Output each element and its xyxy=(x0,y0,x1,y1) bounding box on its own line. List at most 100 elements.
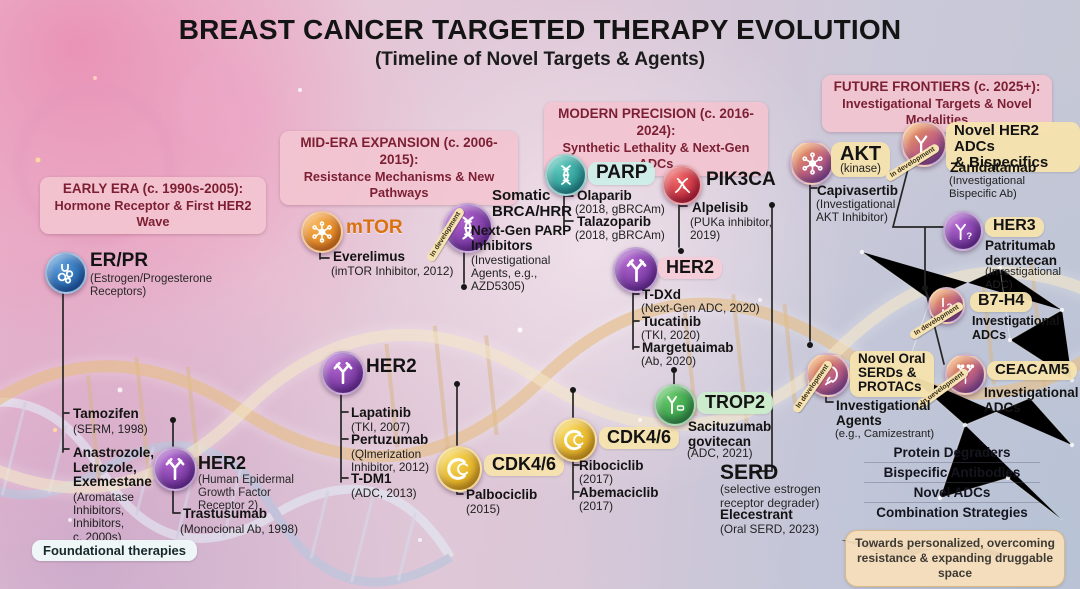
cdk46-modern-node-circle xyxy=(553,418,597,462)
modality-separator xyxy=(864,502,1040,503)
trastuzumab-sub: (Monocional Ab, 1998) xyxy=(180,522,299,536)
era-mid-line2: Resistance Mechanisms & New Pathways xyxy=(303,168,495,200)
erpr-label: ER/PR xyxy=(90,250,149,271)
margetuximab-sub: (Ab, 2020) xyxy=(641,354,697,368)
serds-protacs-drug-sub: (e.g., Camizestrant) xyxy=(835,428,935,440)
era-future-line1: FUTURE FRONTIERS (c. 2025+): xyxy=(833,79,1041,94)
trop2-label: TROP2 xyxy=(697,392,774,414)
everolimus-name: Everelimus xyxy=(333,249,406,264)
pik3ca-node-circle xyxy=(662,165,702,205)
tucatinib-name: Tucatinib xyxy=(642,314,701,329)
molecule-icon xyxy=(801,151,823,175)
pik3ca-label: PIK3CA xyxy=(706,169,776,190)
patritumab-name: Patritumab deruxtecan xyxy=(985,238,1058,268)
elacestrant-sub: (Oral SERD, 2023) xyxy=(720,522,819,536)
tucatinib-sub: (TKI, 2020) xyxy=(641,328,701,342)
serd-label: SERD xyxy=(720,461,779,484)
palbociclib-name: Palbociclib xyxy=(466,487,538,502)
talazoparib-name: Talazoparib xyxy=(577,214,652,229)
sacituzumab-name: Sacituzumab govitecan xyxy=(688,419,772,449)
zanidatamab-name: Zanidatamab xyxy=(950,159,1037,175)
tdm1-name: T-DM1 xyxy=(351,471,392,486)
antibody-icon xyxy=(626,258,646,282)
era-modern-line1: MODERN PRECISION (c. 2016-2024): xyxy=(558,106,754,138)
trastuzumab-name: Trastusumab xyxy=(183,506,268,521)
antibody-question-icon: ? xyxy=(954,223,972,242)
capivasertib-name: Capivasertib xyxy=(817,183,899,198)
ribociclib-sub: (2017) xyxy=(579,472,614,486)
her3-label: HER3 xyxy=(985,217,1044,237)
abemaciclib-name: Abemaciclib xyxy=(579,485,659,500)
era-modern-line2: Synthetic Lethality & Next-Gen ADCs xyxy=(562,139,750,171)
brca-drug-sub: (Investigational Agents, e.g., AZD5305) xyxy=(471,253,551,294)
her2-modern-label: HER2 xyxy=(658,257,723,279)
her2-modern-node-circle xyxy=(613,247,659,293)
novel-her2-label: Novel HER2 ADCs & Bispecifics xyxy=(946,122,1080,173)
her2-early-label: HER2 xyxy=(198,453,247,473)
ceacam5-text: Investigational ADCs xyxy=(984,385,1079,415)
dna-strand-icon xyxy=(674,177,690,193)
modality-protein-degraders: Protein Degraders xyxy=(893,445,1011,460)
akt-label-pill: AKT (kinase) xyxy=(831,142,891,177)
palbociclib-sub: (2015) xyxy=(466,502,501,516)
cdk46-mid-label: CDK4/6 xyxy=(484,454,565,476)
cdk-cycle-icon xyxy=(564,429,584,451)
elacestrant-name: Elecestrant xyxy=(720,507,793,522)
svg-text:?: ? xyxy=(966,231,972,242)
tdxd-sub: (Next-Gen ADC, 2020) xyxy=(641,301,760,315)
mtor-node-circle xyxy=(301,211,343,253)
receptor-icon xyxy=(57,264,74,284)
modality-combination-strategies: Combination Strategies xyxy=(876,505,1028,520)
akt-sublabel: (kinase) xyxy=(840,163,881,175)
serd-sublabel: (selective estrogen receptor degrader) xyxy=(720,482,821,510)
trop2-node-circle xyxy=(654,384,696,426)
tamoxifen-name: Tamozifen xyxy=(73,406,139,421)
page-subtitle: (Timeline of Novel Targets & Agents) xyxy=(374,49,706,70)
serds-protacs-label: Novel Oral SERDs & PROTACs xyxy=(850,351,934,397)
tamoxifen-sub: (SERM, 1998) xyxy=(73,422,148,436)
abemaciclib-sub: (2017) xyxy=(579,499,614,513)
ribociclib-name: Ribociclib xyxy=(579,458,644,473)
modality-novel-adcs: Novel ADCs xyxy=(913,485,991,500)
antibody-icon xyxy=(333,361,353,385)
molecule-icon xyxy=(312,221,332,243)
page-title: BREAST CANCER TARGETED THERAPY EVOLUTION xyxy=(178,14,902,45)
zanidatamab-sub: (Investigational Bispecific Ab) xyxy=(949,175,1025,200)
cdk-cycle-icon xyxy=(447,458,469,480)
cdk46-modern-label: CDK4/6 xyxy=(599,427,680,449)
erpr-sublabel: (Estrogen/Progesterone Receptors) xyxy=(90,273,213,299)
era-mid-line1: MID-ERA EXPANSION (c. 2006-2015): xyxy=(300,135,498,167)
patritumab-sub: (Investigational ADC) xyxy=(985,266,1061,291)
modality-bispecific-antibodies: Bispecific Antibodies xyxy=(883,465,1021,480)
lapatinib-name: Lapatinib xyxy=(351,405,411,420)
ceacam5-label: CEACAM5 xyxy=(987,361,1078,380)
mtor-label: mTOR xyxy=(346,217,403,238)
olaparib-sub: (2018, gBRCAm) xyxy=(575,202,665,216)
modality-separator xyxy=(864,462,1040,463)
dna-icon xyxy=(561,165,571,185)
cdk46-mid-node-circle xyxy=(436,446,482,492)
serds-protacs-drug: Investigational Agents xyxy=(836,398,931,428)
modality-separator xyxy=(864,482,1040,483)
dna-icon xyxy=(462,216,474,240)
b7h4-text: Investigational ADCs xyxy=(972,314,1060,342)
talazoparib-sub: (2018, gBRCAm) xyxy=(575,228,665,242)
everolimus-sub: (imTOR Inhibitor, 2012) xyxy=(331,264,454,278)
akt-node-circle xyxy=(790,141,834,185)
lapatinib-sub: (TKI, 2007) xyxy=(351,420,411,434)
her2-early-node-circle xyxy=(153,447,197,491)
antibody-icon xyxy=(165,457,185,481)
capivasertib-sub: (Investigational AKT Inhibitor) xyxy=(816,197,896,225)
aromatase-names: Anastrozole, Letrozole, Exemestane xyxy=(73,445,155,490)
era-box-mid: MID-ERA EXPANSION (c. 2006-2015): Resist… xyxy=(280,131,518,205)
brca-label: Somatic BRCA/HRR xyxy=(492,187,572,220)
her2-mid-label: HER2 xyxy=(366,356,417,377)
her2-early-sublabel: (Human Epidermal Growth Factor Receptor … xyxy=(198,474,294,513)
alpelisib-name: Alpelisib xyxy=(692,200,749,215)
olaparib-name: Olaparib xyxy=(577,188,632,203)
pertuzumab-name: Pertuzumab xyxy=(351,432,429,447)
brca-drug: Next-Gen PARP Inhibitors xyxy=(471,223,572,253)
era-early-line1: EARLY ERA (c. 1990s-2005): xyxy=(62,181,244,196)
b7h4-label: B7-H4 xyxy=(970,292,1033,312)
